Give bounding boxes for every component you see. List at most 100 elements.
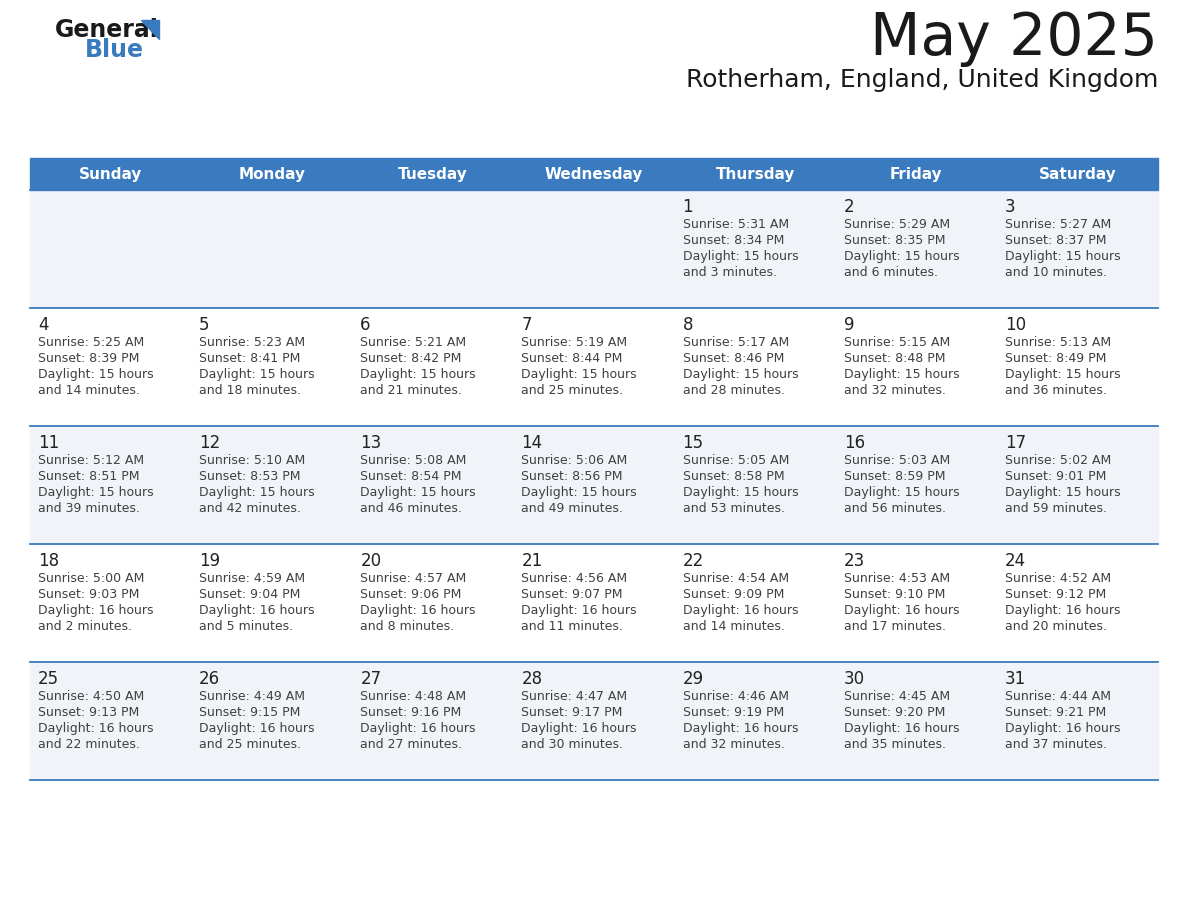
Text: Daylight: 16 hours: Daylight: 16 hours <box>843 722 959 735</box>
Text: Sunset: 9:10 PM: Sunset: 9:10 PM <box>843 588 946 601</box>
Text: and 30 minutes.: and 30 minutes. <box>522 738 624 751</box>
Text: 10: 10 <box>1005 316 1026 334</box>
Text: Sunrise: 4:45 AM: Sunrise: 4:45 AM <box>843 690 950 703</box>
Text: 6: 6 <box>360 316 371 334</box>
Text: Daylight: 16 hours: Daylight: 16 hours <box>200 604 315 617</box>
Text: Sunset: 8:49 PM: Sunset: 8:49 PM <box>1005 352 1106 365</box>
Text: Blue: Blue <box>86 38 144 62</box>
Text: and 56 minutes.: and 56 minutes. <box>843 502 946 515</box>
Text: Daylight: 15 hours: Daylight: 15 hours <box>200 368 315 381</box>
Text: Sunset: 9:01 PM: Sunset: 9:01 PM <box>1005 470 1106 483</box>
Text: Daylight: 15 hours: Daylight: 15 hours <box>843 250 960 263</box>
Text: and 22 minutes.: and 22 minutes. <box>38 738 140 751</box>
Text: 16: 16 <box>843 434 865 452</box>
Bar <box>30 190 1158 308</box>
Bar <box>353 158 513 190</box>
Text: Daylight: 15 hours: Daylight: 15 hours <box>360 368 476 381</box>
Text: Sunrise: 5:27 AM: Sunrise: 5:27 AM <box>1005 218 1111 231</box>
Text: Sunset: 8:46 PM: Sunset: 8:46 PM <box>683 352 784 365</box>
Text: Daylight: 15 hours: Daylight: 15 hours <box>1005 368 1120 381</box>
Text: and 14 minutes.: and 14 minutes. <box>683 620 784 633</box>
Text: Daylight: 15 hours: Daylight: 15 hours <box>38 486 153 499</box>
Text: Sunrise: 4:59 AM: Sunrise: 4:59 AM <box>200 572 305 585</box>
Text: Sunset: 9:12 PM: Sunset: 9:12 PM <box>1005 588 1106 601</box>
Text: Sunrise: 4:47 AM: Sunrise: 4:47 AM <box>522 690 627 703</box>
Text: 2: 2 <box>843 198 854 216</box>
Text: Daylight: 15 hours: Daylight: 15 hours <box>683 486 798 499</box>
Text: Sunset: 8:53 PM: Sunset: 8:53 PM <box>200 470 301 483</box>
Text: 15: 15 <box>683 434 703 452</box>
Text: Sunrise: 4:54 AM: Sunrise: 4:54 AM <box>683 572 789 585</box>
Bar <box>191 158 353 190</box>
Bar <box>30 662 1158 780</box>
Text: Sunset: 9:04 PM: Sunset: 9:04 PM <box>200 588 301 601</box>
Text: Sunrise: 5:05 AM: Sunrise: 5:05 AM <box>683 454 789 467</box>
Text: Sunset: 8:48 PM: Sunset: 8:48 PM <box>843 352 946 365</box>
Text: 22: 22 <box>683 552 703 570</box>
Text: 30: 30 <box>843 670 865 688</box>
Text: Daylight: 15 hours: Daylight: 15 hours <box>38 368 153 381</box>
Text: Sunrise: 5:02 AM: Sunrise: 5:02 AM <box>1005 454 1111 467</box>
Bar <box>30 308 1158 426</box>
Text: Daylight: 15 hours: Daylight: 15 hours <box>522 486 637 499</box>
Text: and 10 minutes.: and 10 minutes. <box>1005 266 1107 279</box>
Text: Sunset: 9:06 PM: Sunset: 9:06 PM <box>360 588 462 601</box>
Text: Sunset: 9:07 PM: Sunset: 9:07 PM <box>522 588 623 601</box>
Text: Daylight: 15 hours: Daylight: 15 hours <box>1005 250 1120 263</box>
Text: Sunrise: 4:57 AM: Sunrise: 4:57 AM <box>360 572 467 585</box>
Text: Daylight: 15 hours: Daylight: 15 hours <box>683 250 798 263</box>
Text: Daylight: 16 hours: Daylight: 16 hours <box>683 604 798 617</box>
Text: Sunset: 8:51 PM: Sunset: 8:51 PM <box>38 470 139 483</box>
Text: Daylight: 16 hours: Daylight: 16 hours <box>1005 604 1120 617</box>
Text: Sunrise: 4:56 AM: Sunrise: 4:56 AM <box>522 572 627 585</box>
Text: and 35 minutes.: and 35 minutes. <box>843 738 946 751</box>
Text: Rotherham, England, United Kingdom: Rotherham, England, United Kingdom <box>685 68 1158 92</box>
Text: Thursday: Thursday <box>715 166 795 182</box>
Text: Sunset: 8:59 PM: Sunset: 8:59 PM <box>843 470 946 483</box>
Polygon shape <box>141 20 159 39</box>
Text: and 18 minutes.: and 18 minutes. <box>200 384 301 397</box>
Text: and 8 minutes.: and 8 minutes. <box>360 620 455 633</box>
Text: and 28 minutes.: and 28 minutes. <box>683 384 784 397</box>
Text: 3: 3 <box>1005 198 1016 216</box>
Text: Sunrise: 5:10 AM: Sunrise: 5:10 AM <box>200 454 305 467</box>
Text: 31: 31 <box>1005 670 1026 688</box>
Text: and 20 minutes.: and 20 minutes. <box>1005 620 1107 633</box>
Text: Daylight: 16 hours: Daylight: 16 hours <box>843 604 959 617</box>
Text: Sunrise: 5:31 AM: Sunrise: 5:31 AM <box>683 218 789 231</box>
Text: and 32 minutes.: and 32 minutes. <box>843 384 946 397</box>
Text: Sunrise: 5:13 AM: Sunrise: 5:13 AM <box>1005 336 1111 349</box>
Text: Sunrise: 5:00 AM: Sunrise: 5:00 AM <box>38 572 145 585</box>
Text: and 49 minutes.: and 49 minutes. <box>522 502 624 515</box>
Text: Sunrise: 4:50 AM: Sunrise: 4:50 AM <box>38 690 144 703</box>
Text: Daylight: 16 hours: Daylight: 16 hours <box>360 722 475 735</box>
Text: Daylight: 15 hours: Daylight: 15 hours <box>683 368 798 381</box>
Text: Sunset: 9:17 PM: Sunset: 9:17 PM <box>522 706 623 719</box>
Text: and 59 minutes.: and 59 minutes. <box>1005 502 1107 515</box>
Text: Sunset: 9:15 PM: Sunset: 9:15 PM <box>200 706 301 719</box>
Text: and 36 minutes.: and 36 minutes. <box>1005 384 1107 397</box>
Text: 24: 24 <box>1005 552 1026 570</box>
Text: Sunrise: 4:46 AM: Sunrise: 4:46 AM <box>683 690 789 703</box>
Text: Sunrise: 5:21 AM: Sunrise: 5:21 AM <box>360 336 467 349</box>
Text: Daylight: 16 hours: Daylight: 16 hours <box>38 604 153 617</box>
Bar <box>835 158 997 190</box>
Text: Sunrise: 5:25 AM: Sunrise: 5:25 AM <box>38 336 144 349</box>
Text: Daylight: 15 hours: Daylight: 15 hours <box>843 486 960 499</box>
Text: Saturday: Saturday <box>1038 166 1117 182</box>
Text: 11: 11 <box>38 434 59 452</box>
Text: 17: 17 <box>1005 434 1026 452</box>
Bar <box>675 158 835 190</box>
Text: 29: 29 <box>683 670 703 688</box>
Text: and 53 minutes.: and 53 minutes. <box>683 502 784 515</box>
Text: Monday: Monday <box>239 166 305 182</box>
Text: Daylight: 16 hours: Daylight: 16 hours <box>522 722 637 735</box>
Text: 5: 5 <box>200 316 209 334</box>
Text: 1: 1 <box>683 198 693 216</box>
Text: Tuesday: Tuesday <box>398 166 468 182</box>
Text: Sunset: 9:13 PM: Sunset: 9:13 PM <box>38 706 139 719</box>
Text: Daylight: 15 hours: Daylight: 15 hours <box>200 486 315 499</box>
Text: Sunrise: 5:06 AM: Sunrise: 5:06 AM <box>522 454 627 467</box>
Text: Sunset: 9:16 PM: Sunset: 9:16 PM <box>360 706 461 719</box>
Text: Daylight: 15 hours: Daylight: 15 hours <box>1005 486 1120 499</box>
